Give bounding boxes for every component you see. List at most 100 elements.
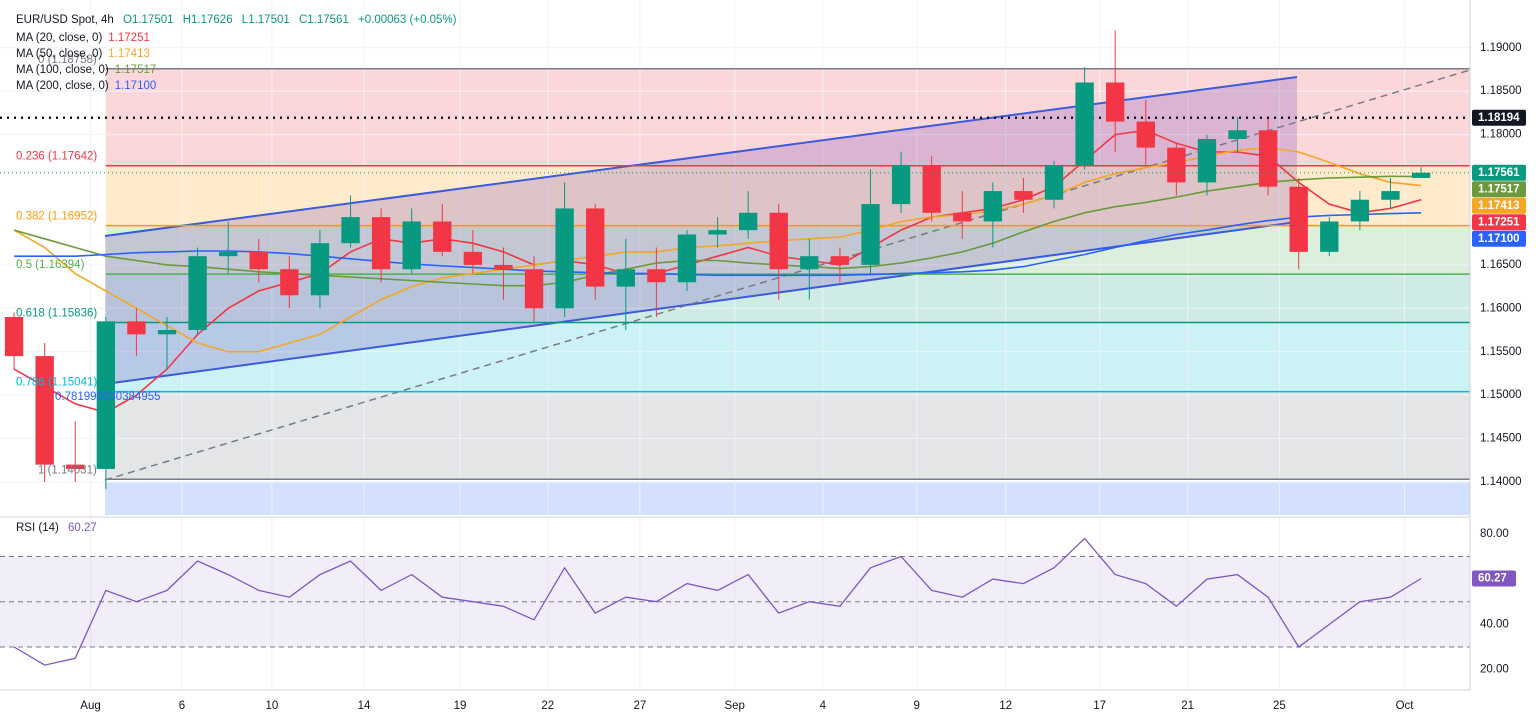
axis-tags: 1.17561 1.17517 1.17413 1.17251 1.17100 1.181… — [1472, 109, 1526, 587]
candle-body — [494, 264, 513, 270]
y-tick-label: 1.18500 — [1480, 85, 1522, 97]
x-tick-label: 12 — [999, 700, 1012, 712]
rsi-tick-label: 80.00 — [1480, 528, 1509, 540]
candle-body — [922, 165, 941, 213]
candle-body — [830, 256, 850, 265]
rsi-tag — [1472, 570, 1516, 587]
open: O1.17501 — [123, 14, 174, 26]
x-tick-label: 19 — [454, 700, 467, 712]
close: C1.17561 — [298, 14, 349, 26]
candle-body — [769, 212, 788, 270]
candle-body — [1289, 186, 1308, 252]
price-tag-label: 1.17517 — [1478, 183, 1520, 195]
candle-body — [1258, 130, 1278, 187]
fib-label: 0 (1.18758) — [38, 54, 97, 66]
candle-body — [1014, 191, 1033, 200]
candle-body — [1136, 121, 1155, 148]
ma-name: MA (50, close, 0) — [16, 48, 103, 60]
fib-label: 0.382 (1.16952) — [16, 211, 97, 223]
x-tick-label: Sep — [724, 700, 744, 712]
fib-zone — [105, 322, 1471, 392]
fib-zones — [105, 68, 1471, 480]
candle-body — [1228, 130, 1247, 139]
x-tick-label: Aug — [80, 700, 100, 712]
candle-body — [4, 316, 24, 357]
rsi-line — [13, 537, 1422, 666]
rsi-title: RSI (14) — [16, 522, 59, 534]
candle-body — [1381, 191, 1400, 200]
rsi-tick-label: 20.00 — [1480, 664, 1509, 676]
price-tag — [1472, 197, 1526, 214]
fib-label: 0.5 (1.16394) — [16, 259, 85, 271]
ma-name: MA (20, close, 0) — [16, 32, 103, 44]
candle-body — [66, 464, 85, 469]
y-tick-label: 1.16000 — [1480, 302, 1522, 314]
x-tick-label: 27 — [633, 700, 646, 712]
fib-label: 0.618 (1.15836) — [16, 308, 97, 320]
price-tag — [1472, 109, 1526, 126]
rsi-tag-label: 60.27 — [1478, 573, 1507, 585]
price-tag-label: 1.17100 — [1478, 233, 1520, 245]
x-tick-label: 6 — [179, 700, 185, 712]
x-tick-label: Oct — [1396, 700, 1415, 712]
ma-legend-entry: MA (100, close, 0) 1.17517 — [16, 64, 162, 76]
candle-body — [463, 251, 483, 265]
ma-value: 1.17517 — [114, 64, 157, 76]
price-tag-label: 1.18194 — [1478, 112, 1520, 124]
price-tag — [1472, 181, 1526, 198]
candle-body — [1197, 138, 1217, 183]
candle-body — [157, 330, 177, 335]
candle-body — [249, 251, 268, 270]
price-tag-label: 1.17251 — [1478, 216, 1520, 228]
channel-upper — [104, 76, 1298, 237]
fib-label: 1 (1.14031) — [38, 464, 97, 476]
rsi-tick-label: 40.00 — [1480, 618, 1509, 630]
candle-body — [1075, 82, 1094, 166]
candle-body — [555, 208, 574, 309]
high: H1.17626 — [182, 14, 233, 26]
candle-body — [800, 256, 819, 270]
candle-body — [738, 212, 758, 231]
rsi-value: 60.27 — [68, 522, 97, 534]
plot — [0, 30, 1470, 666]
candle-body — [953, 212, 972, 222]
x-tick-label: 14 — [358, 700, 371, 712]
price-tag-label: 1.17413 — [1478, 200, 1520, 212]
candle-body — [341, 217, 360, 244]
candle-body — [983, 191, 1003, 222]
ma-legend-entry: MA (200, close, 0) 1.17100 — [16, 80, 162, 92]
candle-body — [127, 321, 146, 335]
moving-average — [14, 212, 1422, 277]
fib-note: 0.781990030384955 — [55, 391, 161, 403]
x-tick-label: 17 — [1093, 700, 1106, 712]
candle-body — [708, 230, 727, 235]
y-tick-label: 1.14500 — [1480, 433, 1522, 445]
candle-body — [1167, 147, 1186, 183]
change: +0.00063 (+0.05%) — [358, 14, 457, 26]
ma-name: MA (200, close, 0) — [16, 80, 109, 92]
candle-body — [1106, 82, 1125, 122]
candle-body — [402, 221, 421, 270]
ma-value: 1.17100 — [114, 80, 157, 92]
candle-body — [647, 269, 666, 283]
ma-name: MA (100, close, 0) — [16, 64, 109, 76]
x-tick-label: 4 — [820, 700, 827, 712]
moving-average — [13, 175, 1422, 287]
ma-legend-entry: MA (20, close, 0) 1.17251 — [16, 32, 156, 44]
candle-body — [371, 217, 391, 270]
candle-body — [219, 251, 238, 257]
candle-body — [861, 204, 880, 265]
candle-body — [433, 221, 452, 252]
ma-legend-entry: MA (50, close, 0) 1.17413 — [16, 48, 156, 60]
price-tag — [1472, 214, 1526, 231]
candle-body — [1350, 199, 1370, 222]
x-tick-label: 9 — [913, 700, 919, 712]
fib-label: 0.236 (1.17642) — [16, 151, 97, 163]
x-tick-label: 21 — [1181, 700, 1194, 712]
header: EUR/USD Spot, 4h O1.17501 H1.17626 L1.17… — [16, 14, 463, 26]
candle-body — [1044, 165, 1064, 200]
price-tag — [1472, 164, 1526, 181]
candle-body — [35, 356, 54, 465]
price-tag-label: 1.17561 — [1478, 167, 1520, 179]
